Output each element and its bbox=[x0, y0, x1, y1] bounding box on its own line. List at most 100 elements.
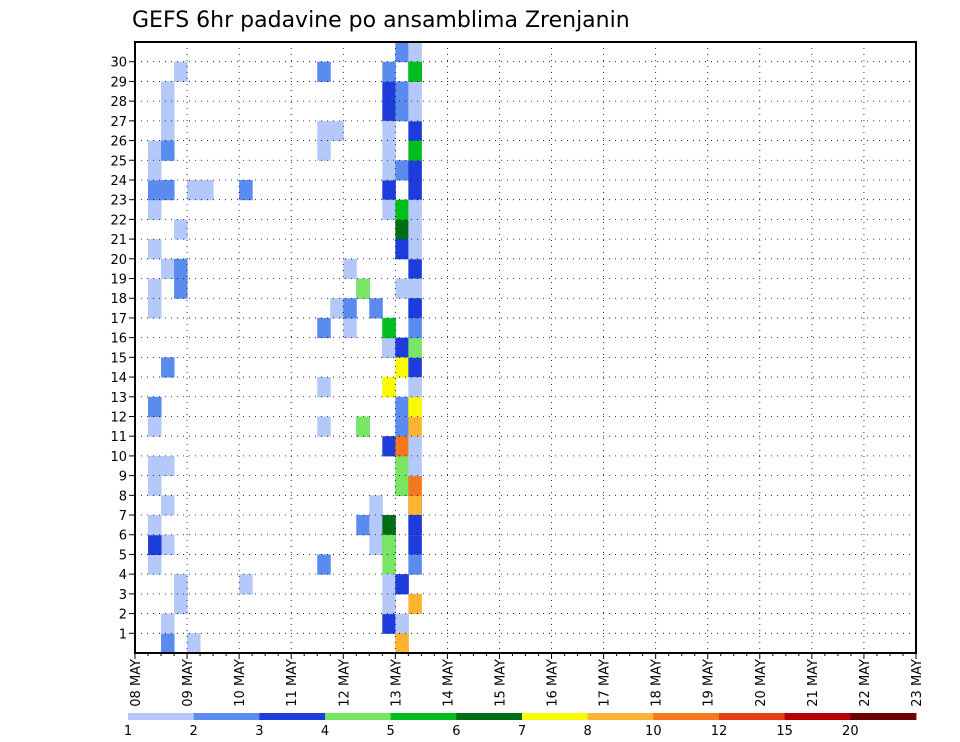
heatmap-cell bbox=[317, 554, 331, 575]
y-tick-label: 6 bbox=[119, 529, 127, 544]
heatmap-cell bbox=[408, 81, 422, 102]
heatmap-cell bbox=[161, 101, 175, 122]
heatmap-cell bbox=[174, 258, 188, 280]
heatmap-cell bbox=[395, 101, 409, 122]
legend-swatch bbox=[128, 713, 195, 720]
heatmap-cell bbox=[356, 278, 370, 299]
heatmap-cell bbox=[382, 337, 396, 358]
y-tick-label: 15 bbox=[110, 351, 127, 366]
legend-swatch bbox=[653, 713, 720, 720]
heatmap-cell bbox=[408, 515, 422, 536]
y-tick-label: 27 bbox=[110, 115, 127, 130]
y-tick-label: 19 bbox=[110, 273, 127, 288]
x-tick-label: 10 MAY bbox=[233, 659, 248, 707]
y-tick-label: 28 bbox=[110, 95, 127, 110]
x-tick-label: 08 MAY bbox=[129, 659, 144, 707]
heatmap-cell bbox=[408, 219, 422, 240]
y-axis: 1234567891011121314151617181920212223242… bbox=[110, 56, 135, 642]
y-tick-label: 10 bbox=[110, 450, 127, 465]
heatmap-cell bbox=[148, 179, 162, 201]
heatmap-cell bbox=[148, 239, 162, 260]
heatmap-cell bbox=[161, 179, 175, 201]
heatmap-cell bbox=[395, 633, 409, 654]
heatmap-cell bbox=[382, 101, 396, 122]
heatmap-cell bbox=[161, 81, 175, 102]
heatmap-cell bbox=[382, 515, 396, 536]
legend-label: 5 bbox=[387, 724, 395, 739]
y-tick-label: 24 bbox=[110, 174, 127, 189]
y-tick-label: 17 bbox=[110, 312, 127, 327]
legend-label: 12 bbox=[711, 724, 728, 739]
heatmap-cell bbox=[369, 515, 383, 536]
heatmap-cell bbox=[317, 120, 331, 142]
heatmap-cell bbox=[161, 455, 175, 477]
heatmap-cell bbox=[395, 416, 409, 437]
heatmap-cell bbox=[408, 298, 422, 319]
heatmap-cell bbox=[148, 515, 162, 536]
heatmap-cell bbox=[174, 61, 188, 82]
heatmap-cell bbox=[161, 495, 175, 516]
heatmap-cell bbox=[395, 219, 409, 240]
heatmap-cell bbox=[148, 554, 162, 575]
chart-title: GEFS 6hr padavine po ansamblima Zrenjani… bbox=[132, 8, 630, 33]
x-tick-label: 13 MAY bbox=[389, 659, 404, 707]
legend-label: 15 bbox=[776, 724, 793, 739]
heatmap-cell bbox=[148, 199, 162, 220]
heatmap-cell bbox=[382, 377, 396, 398]
legend-label: 7 bbox=[518, 724, 526, 739]
y-tick-label: 3 bbox=[119, 588, 127, 603]
heatmap-cell bbox=[395, 475, 409, 496]
legend-swatch bbox=[456, 713, 523, 720]
legend-swatch bbox=[259, 713, 326, 720]
heatmap-cell bbox=[408, 179, 422, 201]
y-tick-label: 29 bbox=[110, 75, 127, 90]
y-tick-label: 16 bbox=[110, 332, 127, 347]
heatmap-cell bbox=[395, 199, 409, 220]
heatmap-cell bbox=[395, 396, 409, 417]
legend-swatch bbox=[784, 713, 851, 720]
y-tick-label: 2 bbox=[119, 608, 127, 623]
heatmap-cell bbox=[408, 416, 422, 437]
heatmap-cell bbox=[408, 593, 422, 615]
heatmap-cell bbox=[343, 298, 357, 319]
color-legend: 1 2 3 4 5 6 7 8 10 12 15 20 bbox=[124, 713, 917, 739]
heatmap-cell bbox=[369, 534, 383, 555]
y-tick-label: 25 bbox=[110, 154, 127, 169]
heatmap-cell bbox=[408, 199, 422, 220]
heatmap-cell bbox=[174, 593, 188, 615]
heatmap-cell bbox=[330, 120, 344, 142]
heatmap-cell bbox=[408, 495, 422, 516]
y-tick-label: 4 bbox=[119, 568, 127, 583]
y-tick-label: 8 bbox=[119, 489, 127, 504]
heatmap-cell bbox=[148, 416, 162, 437]
legend-label: 4 bbox=[321, 724, 329, 739]
heatmap-cell bbox=[408, 42, 422, 63]
heatmap-cell bbox=[148, 534, 162, 555]
plot-grid bbox=[135, 42, 916, 653]
heatmap-cell bbox=[382, 199, 396, 220]
heatmap-cell bbox=[161, 633, 175, 654]
y-tick-label: 11 bbox=[110, 430, 127, 445]
heatmap-cell bbox=[187, 633, 201, 654]
x-tick-label: 21 MAY bbox=[806, 659, 821, 707]
heatmap-cell bbox=[382, 179, 396, 201]
heatmap-cell bbox=[343, 258, 357, 280]
heatmap-cell bbox=[408, 534, 422, 555]
heatmap-cell bbox=[395, 436, 409, 457]
heatmap-cell bbox=[382, 61, 396, 82]
heatmap-cell bbox=[369, 298, 383, 319]
heatmap-cell bbox=[200, 179, 214, 201]
heatmap-cell bbox=[161, 357, 175, 378]
heatmap-cell bbox=[148, 298, 162, 319]
legend-label: 6 bbox=[452, 724, 460, 739]
plot-frame bbox=[134, 41, 917, 654]
heatmap-cell bbox=[408, 160, 422, 181]
heatmap-cell bbox=[317, 140, 331, 161]
heatmap-cell bbox=[161, 258, 175, 280]
heatmap-cell bbox=[408, 140, 422, 161]
heatmap-cell bbox=[408, 396, 422, 417]
legend-swatch bbox=[522, 713, 589, 720]
heatmap-cell bbox=[161, 120, 175, 142]
heatmap-cell bbox=[395, 455, 409, 477]
